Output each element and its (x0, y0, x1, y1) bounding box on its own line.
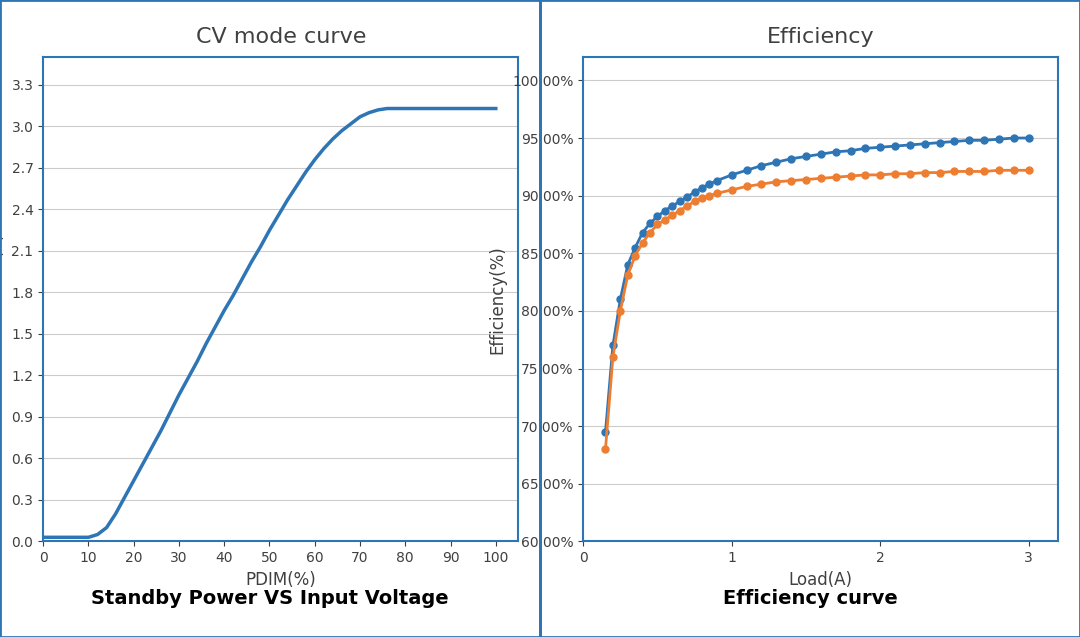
230Vac (621, 261, 634, 269)
115Vac (859, 171, 872, 179)
115Vac (740, 183, 753, 190)
230Vac (1023, 134, 1036, 142)
230Vac (889, 142, 902, 150)
115Vac (829, 173, 842, 181)
230Vac (977, 136, 990, 144)
115Vac (599, 445, 612, 453)
115Vac (651, 220, 664, 228)
115Vac (1023, 166, 1036, 174)
115Vac (696, 194, 708, 202)
230Vac (859, 145, 872, 152)
Title: Efficiency: Efficiency (767, 27, 875, 47)
230Vac (948, 138, 961, 145)
230Vac (918, 140, 931, 148)
230Vac (755, 162, 768, 169)
230Vac (845, 147, 858, 155)
115Vac (607, 353, 620, 361)
230Vac (651, 213, 664, 220)
230Vac (740, 166, 753, 174)
115Vac (644, 229, 657, 236)
230Vac (688, 189, 701, 196)
115Vac (726, 186, 739, 194)
115Vac (621, 271, 634, 279)
115Vac (799, 176, 812, 183)
X-axis label: Load(A): Load(A) (788, 571, 853, 589)
230Vac (784, 155, 797, 162)
230Vac (613, 296, 626, 303)
230Vac (711, 177, 724, 185)
230Vac (696, 183, 708, 191)
115Vac (665, 211, 679, 219)
115Vac (963, 168, 976, 175)
115Vac (636, 239, 649, 247)
Text: Efficiency curve: Efficiency curve (723, 589, 897, 608)
115Vac (948, 168, 961, 175)
115Vac (1008, 166, 1021, 174)
115Vac (629, 252, 642, 259)
115Vac (889, 170, 902, 178)
Y-axis label: Efficiency(%): Efficiency(%) (488, 245, 507, 354)
230Vac (963, 136, 976, 144)
230Vac (629, 244, 642, 252)
115Vac (688, 197, 701, 205)
115Vac (673, 207, 686, 215)
115Vac (613, 307, 626, 315)
Text: Standby Power VS Input Voltage: Standby Power VS Input Voltage (91, 589, 449, 608)
115Vac (784, 177, 797, 185)
230Vac (993, 135, 1005, 143)
115Vac (874, 171, 887, 179)
115Vac (845, 172, 858, 180)
115Vac (814, 175, 827, 182)
230Vac (644, 220, 657, 227)
115Vac (680, 202, 693, 210)
230Vac (933, 139, 946, 147)
230Vac (636, 229, 649, 236)
230Vac (659, 207, 672, 215)
115Vac (755, 180, 768, 188)
230Vac (607, 341, 620, 349)
115Vac (770, 178, 783, 185)
230Vac (703, 180, 716, 188)
230Vac (680, 193, 693, 201)
115Vac (904, 170, 917, 178)
230Vac (599, 428, 612, 436)
115Vac (659, 216, 672, 224)
230Vac (1008, 134, 1021, 142)
230Vac (665, 202, 679, 210)
115Vac (977, 168, 990, 175)
230Vac (770, 159, 783, 166)
115Vac (711, 190, 724, 197)
230Vac (874, 143, 887, 151)
230Vac (829, 148, 842, 155)
230Vac (726, 171, 739, 179)
115Vac (703, 192, 716, 199)
115Vac (933, 169, 946, 176)
230Vac (673, 197, 686, 205)
115Vac (993, 166, 1005, 174)
X-axis label: PDIM(%): PDIM(%) (245, 571, 316, 589)
230Vac (799, 153, 812, 161)
Line: 230Vac: 230Vac (602, 134, 1032, 436)
115Vac (918, 169, 931, 176)
Line: 115Vac: 115Vac (602, 167, 1032, 453)
230Vac (904, 141, 917, 149)
Title: CV mode curve: CV mode curve (195, 27, 366, 47)
Y-axis label: Load Current(A): Load Current(A) (0, 234, 5, 365)
230Vac (814, 150, 827, 158)
